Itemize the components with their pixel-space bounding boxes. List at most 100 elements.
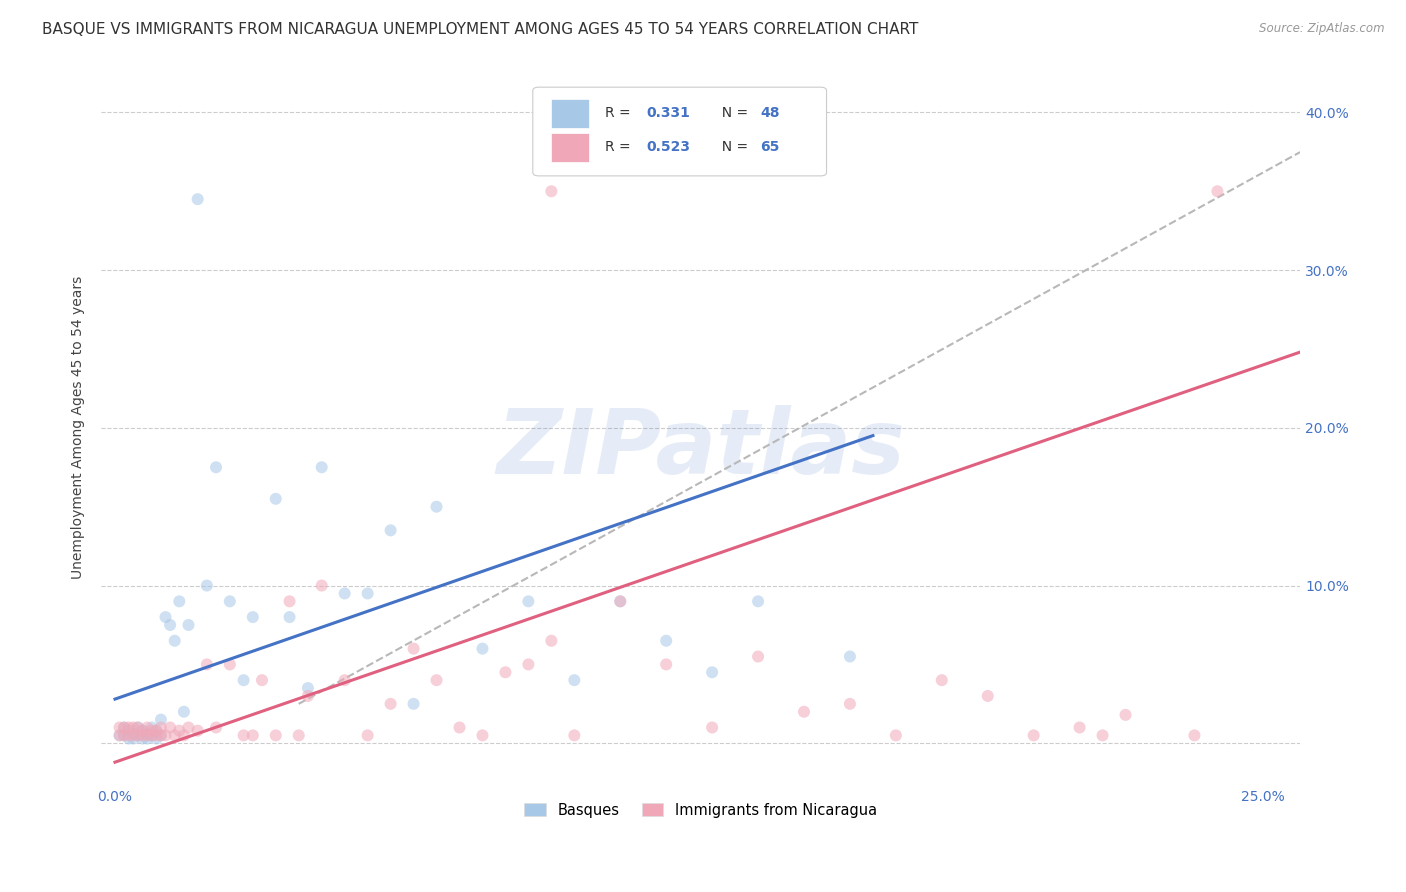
Point — [177, 618, 200, 632]
Point — [205, 721, 228, 735]
Point — [131, 723, 153, 738]
Point — [159, 618, 181, 632]
Point — [187, 192, 209, 206]
Y-axis label: Unemployment Among Ages 45 to 54 years: Unemployment Among Ages 45 to 54 years — [72, 277, 86, 580]
Text: N =: N = — [713, 106, 752, 120]
Point — [127, 721, 149, 735]
Point — [380, 697, 402, 711]
Point — [187, 723, 209, 738]
Point — [127, 728, 149, 742]
Point — [747, 594, 769, 608]
Point — [297, 681, 319, 695]
Point — [449, 721, 471, 735]
Point — [145, 723, 167, 738]
Point — [232, 673, 254, 688]
Text: R =: R = — [605, 141, 634, 154]
Point — [655, 633, 678, 648]
Point — [793, 705, 815, 719]
Point — [122, 721, 145, 735]
Point — [145, 723, 167, 738]
Point — [278, 610, 301, 624]
Text: Source: ZipAtlas.com: Source: ZipAtlas.com — [1260, 22, 1385, 36]
Point — [242, 610, 264, 624]
Point — [149, 713, 172, 727]
Point — [562, 673, 585, 688]
Point — [1022, 728, 1045, 742]
Point — [1091, 728, 1114, 742]
Point — [163, 728, 186, 742]
Point — [108, 728, 131, 742]
Text: R =: R = — [605, 106, 634, 120]
Point — [155, 610, 177, 624]
Point — [1069, 721, 1091, 735]
Point — [655, 657, 678, 672]
Point — [108, 721, 131, 735]
Point — [141, 728, 163, 742]
Point — [402, 641, 425, 656]
Point — [425, 500, 447, 514]
Point — [977, 689, 1000, 703]
Legend: Basques, Immigrants from Nicaragua: Basques, Immigrants from Nicaragua — [517, 796, 884, 825]
Text: 48: 48 — [761, 106, 780, 120]
Point — [112, 721, 135, 735]
Point — [747, 649, 769, 664]
Point — [141, 723, 163, 738]
Point — [232, 728, 254, 742]
FancyBboxPatch shape — [533, 87, 827, 176]
Point — [1115, 707, 1137, 722]
Point — [839, 649, 862, 664]
Point — [149, 721, 172, 735]
Point — [127, 728, 149, 742]
Point — [356, 586, 378, 600]
Text: ZIPatlas: ZIPatlas — [496, 405, 905, 493]
Point — [145, 731, 167, 746]
Point — [297, 689, 319, 703]
Point — [517, 594, 540, 608]
Point — [136, 731, 159, 746]
Text: 0.331: 0.331 — [647, 106, 690, 120]
Point — [122, 727, 145, 741]
Point — [136, 727, 159, 741]
Point — [173, 705, 195, 719]
Point — [163, 633, 186, 648]
Point — [540, 633, 562, 648]
Point — [287, 728, 309, 742]
Point — [494, 665, 516, 680]
Point — [700, 665, 723, 680]
Point — [278, 594, 301, 608]
Text: 0.523: 0.523 — [647, 141, 690, 154]
Point — [141, 728, 163, 742]
Point — [112, 721, 135, 735]
Point — [149, 728, 172, 742]
Point — [380, 524, 402, 538]
Text: BASQUE VS IMMIGRANTS FROM NICARAGUA UNEMPLOYMENT AMONG AGES 45 TO 54 YEARS CORRE: BASQUE VS IMMIGRANTS FROM NICARAGUA UNEM… — [42, 22, 918, 37]
Point — [136, 721, 159, 735]
Point — [609, 594, 631, 608]
Point — [517, 657, 540, 672]
Point — [264, 491, 287, 506]
Point — [195, 657, 218, 672]
Text: N =: N = — [713, 141, 752, 154]
Point — [118, 723, 141, 738]
Point — [195, 578, 218, 592]
Point — [155, 728, 177, 742]
Point — [609, 594, 631, 608]
Point — [127, 721, 149, 735]
Point — [131, 723, 153, 738]
Point — [122, 731, 145, 746]
Point — [141, 721, 163, 735]
Point — [264, 728, 287, 742]
FancyBboxPatch shape — [551, 98, 589, 128]
Point — [1184, 728, 1206, 742]
Point — [242, 728, 264, 742]
Point — [333, 673, 356, 688]
Point — [562, 728, 585, 742]
Point — [169, 594, 191, 608]
Point — [173, 728, 195, 742]
Point — [311, 578, 333, 592]
Point — [218, 594, 240, 608]
FancyBboxPatch shape — [551, 133, 589, 162]
Point — [700, 721, 723, 735]
Point — [131, 728, 153, 742]
Point — [471, 728, 494, 742]
